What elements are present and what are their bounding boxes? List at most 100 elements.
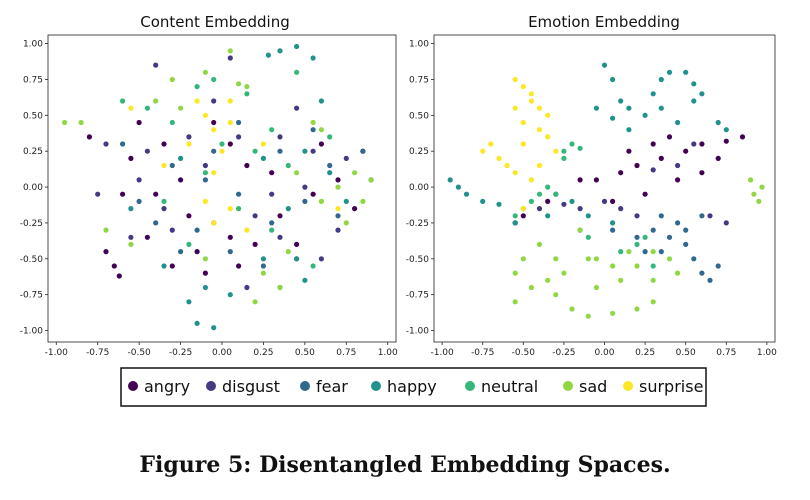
point-emotion-happy	[626, 105, 632, 111]
point-emotion-angry	[666, 134, 673, 140]
point-content-happy	[343, 198, 349, 204]
point-emotion-disgust	[723, 220, 729, 226]
point-content-fear	[310, 127, 316, 133]
point-emotion-sad	[528, 284, 535, 291]
point-content-happy	[227, 292, 233, 298]
point-content-happy	[302, 148, 308, 154]
x-tick-label: 0.75	[716, 348, 736, 358]
point-emotion-sad	[536, 241, 543, 247]
point-emotion-surprise	[520, 206, 526, 212]
point-content-sad	[178, 105, 184, 111]
point-emotion-angry	[610, 198, 616, 204]
point-emotion-angry	[626, 148, 632, 154]
point-emotion-fear	[650, 227, 656, 233]
point-content-sad	[153, 98, 159, 104]
point-content-surprise	[202, 112, 208, 118]
legend-item-happy: happy	[371, 377, 437, 396]
x-tick-label: 1.00	[378, 348, 398, 358]
point-emotion-disgust	[675, 162, 681, 169]
point-content-sad	[78, 119, 84, 126]
point-content-angry	[153, 191, 159, 197]
point-content-sad	[236, 81, 242, 87]
point-emotion-happy	[569, 198, 575, 204]
x-tick-label: 0.50	[676, 348, 696, 358]
point-emotion-fear	[675, 220, 681, 226]
legend-item-fear: fear	[300, 377, 348, 396]
point-content-happy	[202, 284, 208, 291]
point-emotion-surprise	[488, 141, 494, 147]
x-tick-label: -1.00	[45, 348, 69, 358]
y-tick-label: -0.50	[20, 255, 44, 265]
y-tick-label: 1.00	[23, 40, 43, 50]
point-content-surprise	[244, 227, 250, 233]
point-content-disgust	[144, 148, 150, 154]
point-content-neutral	[310, 263, 316, 269]
point-content-happy	[260, 256, 266, 262]
point-emotion-surprise	[545, 134, 551, 140]
point-content-fear	[227, 249, 233, 255]
y-tick-label: -0.50	[406, 255, 430, 265]
point-content-happy	[186, 299, 192, 305]
point-content-fear	[153, 220, 159, 226]
legend-item-sad: sad	[563, 377, 607, 396]
point-content-disgust	[227, 55, 233, 61]
point-emotion-angry	[699, 170, 705, 176]
point-emotion-fear	[699, 213, 705, 219]
point-content-angry	[86, 134, 92, 140]
legend-label-angry: angry	[144, 377, 190, 396]
point-content-sad	[294, 170, 300, 176]
point-emotion-sad	[759, 184, 765, 190]
point-emotion-sad	[650, 277, 656, 283]
point-content-fear	[236, 119, 242, 126]
point-content-angry	[169, 263, 175, 269]
point-content-fear	[277, 148, 283, 154]
point-content-surprise	[335, 206, 341, 212]
point-content-neutral	[161, 198, 167, 204]
point-emotion-sad	[626, 249, 632, 255]
point-content-neutral	[202, 170, 208, 176]
point-content-happy	[294, 256, 300, 262]
plot-frame-content	[47, 34, 397, 343]
point-content-angry	[194, 249, 200, 255]
point-content-sad	[318, 198, 324, 204]
point-emotion-disgust	[650, 167, 656, 173]
point-content-sad	[252, 299, 258, 305]
point-content-surprise	[211, 170, 217, 176]
point-emotion-disgust	[577, 206, 583, 212]
point-emotion-happy	[699, 91, 705, 97]
y-tick-label: 1.00	[409, 40, 429, 50]
point-emotion-neutral	[536, 191, 543, 197]
point-emotion-sad	[675, 270, 681, 276]
point-emotion-neutral	[553, 191, 559, 197]
point-content-sad	[285, 249, 291, 255]
point-emotion-happy	[447, 177, 453, 183]
point-emotion-surprise	[512, 105, 518, 111]
legend-item-angry: angry	[128, 377, 190, 396]
point-emotion-sad	[577, 227, 583, 233]
point-emotion-surprise	[528, 98, 535, 104]
legend-marker-sad	[563, 381, 573, 391]
point-emotion-sad	[666, 256, 673, 262]
point-emotion-disgust	[691, 141, 697, 147]
point-emotion-angry	[699, 141, 705, 147]
point-emotion-disgust	[601, 198, 608, 204]
point-emotion-happy	[650, 91, 656, 97]
x-tick-label: -0.50	[512, 348, 536, 358]
point-emotion-happy	[610, 115, 616, 121]
point-content-fear	[260, 263, 266, 269]
point-emotion-surprise	[536, 105, 543, 111]
x-tick-label: -0.75	[471, 348, 494, 358]
point-content-happy	[277, 48, 283, 54]
x-ticks-content: -1.00 -0.75 -0.50 -0.25 0.00 0.25 0.50 0.75 1.00	[45, 342, 398, 358]
point-content-angry	[178, 177, 184, 183]
legend-marker-disgust	[206, 381, 216, 391]
y-ticks-content: 1.00 0.75 0.50 0.25 0.00 -0.25 -0.50 -0.75 -1.00	[20, 40, 48, 337]
point-emotion-happy	[585, 213, 591, 219]
x-tick-label: 0.25	[253, 348, 273, 358]
point-emotion-happy	[675, 119, 681, 126]
point-emotion-neutral	[561, 155, 567, 161]
point-emotion-surprise	[520, 141, 526, 147]
point-content-neutral	[169, 119, 175, 126]
point-emotion-sad	[512, 270, 518, 276]
point-content-disgust	[136, 177, 142, 183]
